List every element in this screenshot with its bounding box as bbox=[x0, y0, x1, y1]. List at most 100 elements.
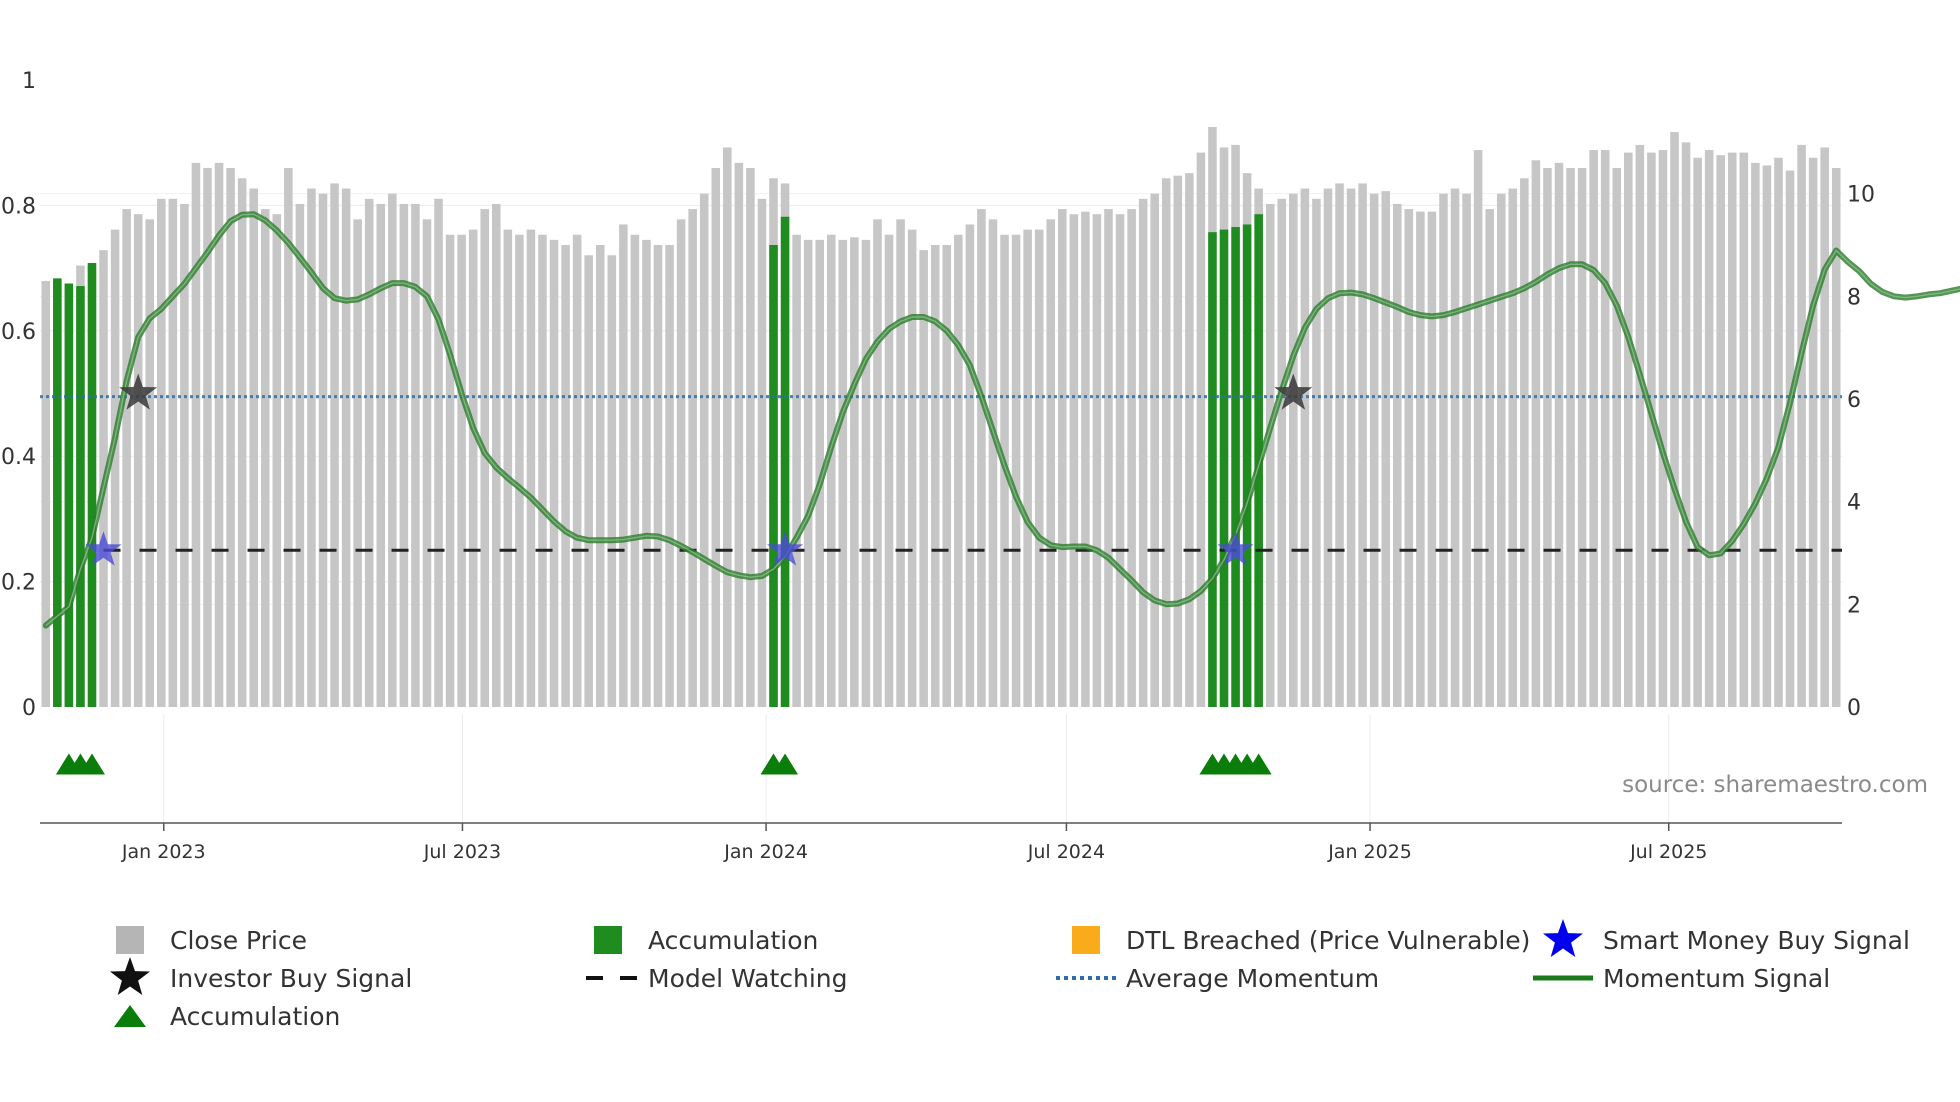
close-price-bar bbox=[653, 245, 663, 707]
close-price-bar bbox=[977, 209, 986, 708]
close-price-bar bbox=[272, 214, 282, 707]
close-price-bar bbox=[168, 198, 178, 708]
right-tick-label: 10 bbox=[1847, 183, 1875, 208]
close-price-bar bbox=[1566, 168, 1575, 707]
close-price-bar bbox=[1647, 152, 1656, 708]
close-price-bar bbox=[1508, 188, 1518, 708]
accumulation-bar bbox=[1231, 227, 1240, 708]
close-price-bar bbox=[1404, 209, 1414, 708]
close-price-bar bbox=[884, 234, 894, 707]
close-price-bar bbox=[515, 234, 524, 707]
legend-label: Average Momentum bbox=[1126, 964, 1379, 993]
smart-money-star-icon bbox=[1217, 531, 1254, 566]
close-price-bar bbox=[1670, 132, 1679, 708]
close-price-bar bbox=[757, 198, 767, 708]
close-price-bar bbox=[988, 219, 998, 708]
close-price-bar bbox=[411, 203, 420, 707]
x-tick-label: Jan 2025 bbox=[1327, 841, 1412, 863]
accumulation-bar bbox=[1242, 224, 1252, 707]
close-price-bar bbox=[1312, 198, 1321, 708]
legend-square-icon bbox=[594, 926, 622, 954]
legend-square-icon bbox=[1072, 926, 1100, 954]
x-tick-label: Jan 2024 bbox=[723, 841, 808, 863]
close-price-bar bbox=[572, 234, 582, 707]
x-tick-label: Jan 2023 bbox=[121, 841, 206, 863]
close-price-bar bbox=[1658, 150, 1668, 708]
close-price-bar bbox=[1161, 178, 1171, 707]
close-price-bar bbox=[284, 168, 293, 707]
close-price-bars bbox=[41, 126, 1841, 708]
accumulation-bar bbox=[76, 286, 85, 707]
close-price-bar bbox=[1058, 209, 1067, 708]
close-price-bar bbox=[307, 188, 316, 708]
accumulation-bar bbox=[87, 262, 97, 707]
close-price-bar bbox=[1173, 175, 1183, 707]
momentum-signal-highlight bbox=[45, 213, 1960, 627]
close-price-bar bbox=[1300, 188, 1310, 708]
close-price-bar bbox=[965, 224, 975, 707]
close-price-bar bbox=[157, 198, 166, 708]
close-price-bar bbox=[1831, 168, 1841, 707]
close-price-bar bbox=[1034, 229, 1044, 707]
left-tick-label: 0.6 bbox=[1, 320, 36, 345]
right-tick-label: 0 bbox=[1847, 696, 1861, 721]
close-price-bar bbox=[665, 245, 674, 707]
close-price-bar bbox=[1196, 152, 1206, 708]
close-price-bar bbox=[1427, 211, 1437, 707]
close-price-bar bbox=[1473, 150, 1483, 708]
close-price-bar bbox=[1011, 234, 1021, 707]
close-price-bar bbox=[584, 255, 593, 707]
close-price-bar bbox=[457, 234, 466, 707]
close-price-bar bbox=[942, 245, 952, 707]
close-price-bar bbox=[364, 198, 374, 708]
close-price-bar bbox=[1346, 188, 1356, 708]
close-price-bar bbox=[237, 178, 247, 707]
close-price-bar bbox=[1716, 155, 1725, 707]
close-price-bar bbox=[1104, 209, 1113, 708]
close-price-bar bbox=[1265, 203, 1275, 707]
close-price-bar bbox=[492, 203, 501, 707]
close-price-bar bbox=[1600, 150, 1610, 708]
close-price-bar bbox=[526, 229, 536, 707]
close-price-bar bbox=[815, 239, 824, 707]
left-tick-label: 0.2 bbox=[1, 571, 36, 596]
close-price-bar bbox=[850, 237, 859, 708]
close-price-bar bbox=[318, 193, 328, 707]
close-price-bar bbox=[1023, 229, 1032, 707]
close-price-bar bbox=[1138, 198, 1148, 708]
close-price-bar bbox=[896, 219, 905, 708]
close-price-bar bbox=[341, 188, 351, 708]
close-price-bar bbox=[907, 229, 917, 707]
close-price-bar bbox=[110, 229, 120, 707]
close-price-bar bbox=[1751, 162, 1760, 707]
close-price-bar bbox=[561, 245, 570, 707]
close-price-bar bbox=[838, 239, 848, 707]
close-price-bar bbox=[1635, 144, 1645, 707]
close-price-bar bbox=[1774, 157, 1783, 707]
legend-star-icon bbox=[1543, 919, 1583, 957]
close-price-bar bbox=[1543, 168, 1552, 707]
close-price-bar bbox=[1289, 193, 1298, 707]
close-price-bar bbox=[1531, 160, 1541, 708]
close-price-bar bbox=[468, 229, 478, 707]
close-price-bar bbox=[260, 209, 270, 708]
close-price-bar bbox=[1150, 193, 1159, 707]
smart-money-star-icon bbox=[85, 531, 122, 566]
close-price-bar bbox=[399, 203, 409, 707]
close-price-bar bbox=[295, 203, 305, 707]
gridlines bbox=[40, 193, 1842, 823]
accumulation-bar bbox=[780, 216, 790, 707]
close-price-bar bbox=[1393, 203, 1402, 707]
close-price-bar bbox=[330, 183, 339, 707]
right-tick-label: 2 bbox=[1847, 593, 1861, 618]
close-price-bar bbox=[630, 234, 640, 707]
legend: Close Price Accumulation DTL Breached (Pri… bbox=[110, 919, 1910, 1031]
legend-label: Accumulation bbox=[170, 1002, 340, 1031]
close-price-bar bbox=[1439, 193, 1448, 707]
close-price-bar bbox=[930, 245, 940, 707]
close-price-bar bbox=[1681, 142, 1691, 708]
close-price-bar bbox=[1520, 178, 1529, 707]
close-price-bar bbox=[792, 234, 801, 707]
accumulation-bar bbox=[769, 245, 778, 707]
